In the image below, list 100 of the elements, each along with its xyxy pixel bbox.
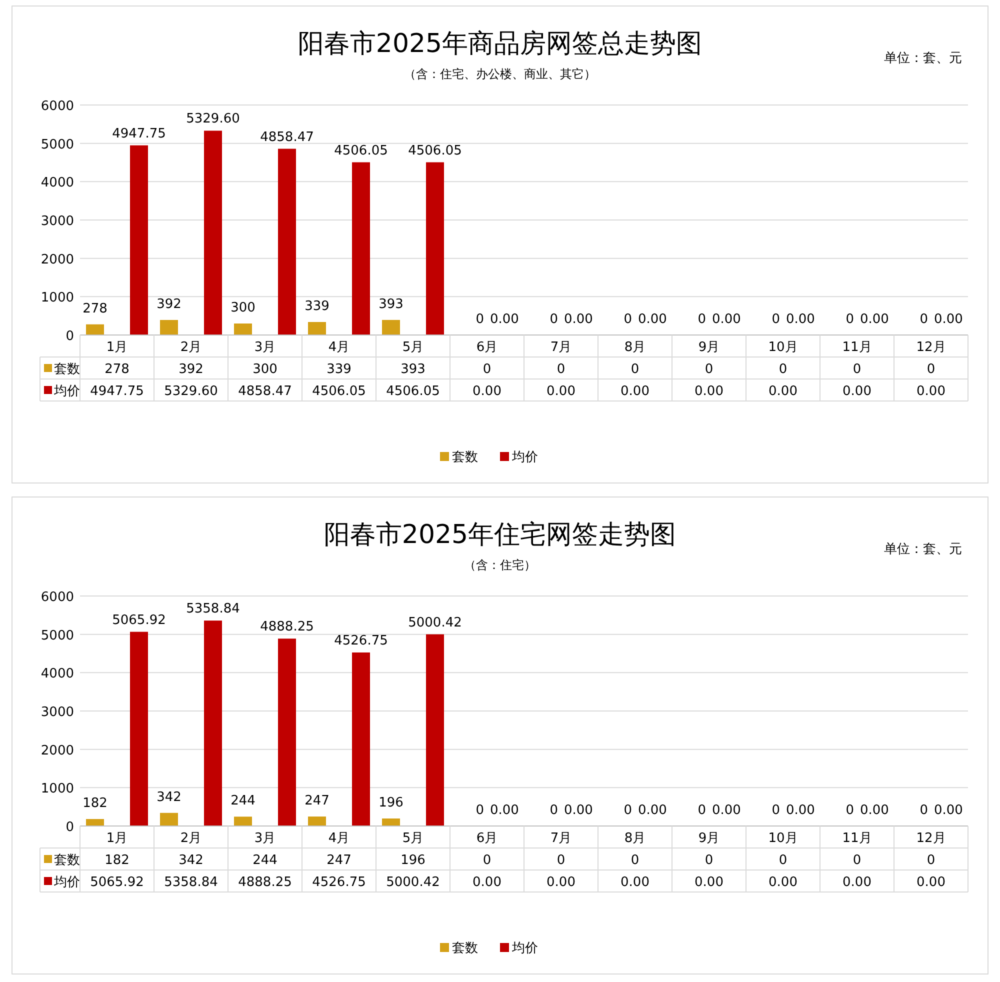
data-label: 0 [556,853,566,868]
text: 196 [378,795,404,810]
bar [278,638,296,826]
text: 0.00 [934,312,963,327]
bar [278,148,296,335]
legend-label: 均价 [53,384,80,399]
x-tick-label: 7月 [550,831,572,846]
text: 套数 [452,450,478,465]
data-label: 0 [482,362,492,377]
data-label: 0 [704,362,714,377]
text: 0.00 [786,803,815,818]
x-tick-label: 5月 [402,340,424,355]
y-tick-label: 3000 [40,214,74,229]
data-label: 0.00 [620,875,650,890]
data-label: 0 [630,853,640,868]
text: 0 [846,312,854,327]
data-label: 342 [178,853,204,868]
text: 0.00 [712,312,741,327]
data-label: 196 [400,853,426,868]
text: 4506.05 [334,143,388,158]
x-tick-label: 10月 [768,831,798,846]
x-tick-label: 12月 [916,340,946,355]
text: 0 [550,312,558,327]
x-tick-label: 10月 [768,340,798,355]
text: 0.00 [564,803,593,818]
text: 单位：套、元 [884,51,962,66]
x-tick-label: 9月 [698,831,720,846]
y-tick-label: 5000 [40,628,74,644]
text: 278 [82,301,108,316]
y-tick-label: 1000 [40,290,74,306]
x-tick-label: 3月 [254,340,276,355]
bar [382,320,400,335]
data-label: 4858.47 [238,384,292,399]
data-label: 4506.05 [312,384,366,399]
text: 5358.84 [186,602,240,617]
data-label: 5358.84 [164,875,218,890]
data-label: 5329.60 [164,384,218,399]
text: 0.00 [638,803,667,818]
text: 4947.75 [112,126,166,142]
data-label: 0.00 [694,384,724,399]
y-tick-label: 6000 [40,99,74,114]
text: 0.00 [638,312,667,327]
data-label: 4526.75 [312,875,366,890]
text: 单位：套、元 [884,542,962,557]
bar [86,324,104,335]
data-label: 339 [326,362,352,377]
text: 0.00 [860,312,889,327]
text: 套数 [452,941,478,956]
data-label: 300 [252,362,278,377]
legend-label: 均价 [53,875,80,890]
text: 393 [378,296,404,312]
data-label: 0 [926,362,936,377]
x-tick-label: 6月 [476,340,498,355]
x-tick-label: 11月 [842,340,872,355]
data-label: 0.00 [546,384,576,399]
x-tick-label: 3月 [254,831,276,846]
bar [426,634,444,826]
data-label: 278 [104,362,130,377]
bar [130,145,148,335]
x-tick-label: 8月 [624,831,646,846]
legend-label: 套数 [54,853,80,868]
data-label: 0 [852,362,862,377]
text: 300 [230,300,256,316]
text: 0 [698,803,706,818]
data-label: 0 [852,853,862,868]
text: 0 [624,312,632,327]
text: 0 [846,803,854,818]
data-label: 0.00 [916,384,946,399]
text: 342 [156,790,182,805]
text: 0 [920,312,928,327]
x-tick-label: 2月 [180,340,202,355]
text: 均价 [512,941,538,956]
bar [86,819,104,826]
bar [352,652,370,826]
data-label: 0.00 [842,875,872,890]
bar [204,620,222,826]
x-tick-label: 4月 [328,340,350,355]
chart-title: 阳春市2025年商品房网签总走势图 [298,29,702,59]
text: 0 [772,312,780,327]
data-label: 244 [252,853,278,868]
data-label: 0 [704,853,714,868]
y-tick-label: 0 [66,820,74,835]
text: 182 [82,796,108,812]
x-tick-label: 1月 [106,831,128,846]
text: 0.00 [934,803,963,818]
chart-subtitle: （含：住宅、办公楼、商业、其它） [404,67,596,81]
data-label: 392 [178,362,204,377]
text: 0 [476,803,484,818]
data-label: 0.00 [768,384,798,399]
data-label: 0 [482,853,492,868]
text: 0.00 [564,312,593,327]
y-tick-label: 1000 [40,782,74,797]
bar [352,162,370,335]
y-tick-label: 2000 [40,252,74,268]
x-tick-label: 1月 [106,340,128,355]
text: 4888.25 [260,620,314,635]
text: 0 [476,312,484,327]
text: 0 [920,803,928,818]
text: 247 [304,794,330,809]
text: 0.00 [490,312,519,327]
